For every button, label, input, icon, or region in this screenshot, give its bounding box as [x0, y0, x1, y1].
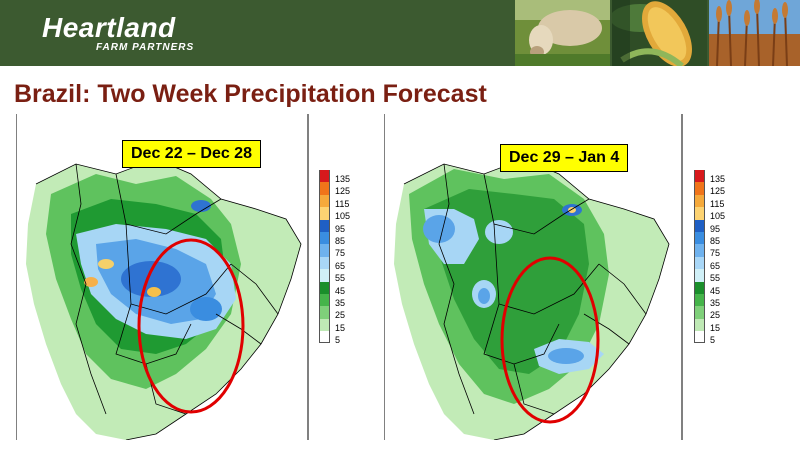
legend-value: 65 — [710, 260, 721, 271]
legend-value: 15 — [335, 322, 346, 333]
legend-item: 15 — [319, 318, 367, 333]
corn-ear-photo — [612, 0, 707, 66]
legend-value: 5 — [335, 335, 341, 346]
legend-item: 45 — [319, 281, 367, 296]
precipitation-legend: 135 125 115 105 95 85 75 65 55 45 35 25 … — [694, 170, 742, 346]
legend-item: 5 — [319, 331, 367, 346]
precipitation-map-week-2 — [384, 114, 724, 440]
legend-item: 65 — [694, 256, 742, 271]
legend-item: 25 — [319, 306, 367, 321]
legend-value: 95 — [710, 223, 721, 234]
legend-value: 135 — [710, 174, 726, 184]
legend-value: 75 — [710, 248, 721, 259]
legend-value: 55 — [710, 273, 721, 284]
legend-value: 75 — [335, 248, 346, 259]
forecast-map-week-2: Dec 29 – Jan 4 135 125 115 105 95 85 75 … — [384, 114, 725, 440]
legend-item: 35 — [694, 293, 742, 308]
legend-item: 15 — [694, 318, 742, 333]
cow-grazing-photo — [515, 0, 610, 66]
legend-value: 65 — [335, 260, 346, 271]
legend-item: 75 — [694, 244, 742, 259]
legend-value: 95 — [335, 223, 346, 234]
legend-value: 45 — [710, 285, 721, 296]
legend-item: 115 — [694, 194, 742, 209]
legend-value: 85 — [710, 235, 721, 246]
precipitation-map-week-1 — [16, 114, 356, 440]
legend-item: 65 — [319, 256, 367, 271]
legend-item: 105 — [319, 207, 367, 222]
legend-value: 135 — [335, 174, 351, 184]
legend-item: 135 — [694, 170, 742, 184]
legend-value: 105 — [335, 211, 351, 222]
legend-value: 115 — [335, 198, 350, 209]
legend-item: 25 — [694, 306, 742, 321]
legend-value: 25 — [335, 310, 346, 321]
slide-title: Brazil: Two Week Precipitation Forecast — [14, 80, 487, 108]
legend-item: 125 — [319, 182, 367, 197]
legend-item: 85 — [694, 231, 742, 246]
legend-item: 5 — [694, 331, 742, 346]
header-banner: Heartland FARM PARTNERS — [0, 0, 800, 66]
legend-item: 75 — [319, 244, 367, 259]
date-range-label: Dec 22 – Dec 28 — [122, 140, 261, 168]
legend-item: 55 — [319, 269, 367, 284]
legend-value: 25 — [710, 310, 721, 321]
legend-item: 105 — [694, 207, 742, 222]
legend-item: 115 — [319, 194, 367, 209]
date-range-label: Dec 29 – Jan 4 — [500, 144, 629, 172]
legend-item: 55 — [694, 269, 742, 284]
legend-value: 125 — [335, 186, 351, 197]
legend-value: 5 — [710, 335, 716, 346]
highlight-ellipse — [500, 256, 600, 424]
forecast-map-week-1: Dec 22 – Dec 28 135 125 115 105 95 85 75… — [16, 114, 356, 440]
wheat-field-photo — [709, 0, 800, 66]
legend-item: 95 — [319, 219, 367, 234]
legend-item: 95 — [694, 219, 742, 234]
legend-value: 45 — [335, 285, 346, 296]
legend-item: 45 — [694, 281, 742, 296]
legend-value: 35 — [710, 297, 721, 308]
legend-value: 35 — [335, 297, 346, 308]
company-logo: Heartland — [42, 12, 176, 43]
legend-value: 85 — [335, 235, 346, 246]
legend-item: 85 — [319, 231, 367, 246]
highlight-ellipse — [137, 238, 245, 414]
legend-value: 125 — [710, 186, 726, 197]
legend-item: 135 — [319, 170, 367, 184]
legend-value: 55 — [335, 273, 346, 284]
legend-item: 125 — [694, 182, 742, 197]
company-logo-subtitle: FARM PARTNERS — [96, 42, 195, 53]
legend-item: 35 — [319, 293, 367, 308]
legend-value: 15 — [710, 322, 721, 333]
legend-value: 115 — [710, 198, 725, 209]
legend-value: 105 — [710, 211, 726, 222]
precipitation-legend: 135 125 115 105 95 85 75 65 55 45 35 25 … — [319, 170, 367, 346]
